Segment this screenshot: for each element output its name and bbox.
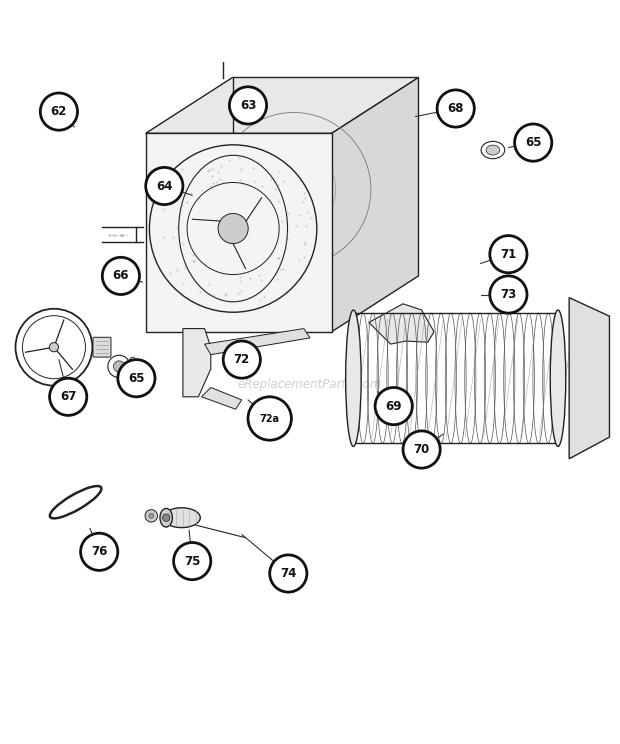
Circle shape bbox=[118, 359, 155, 397]
Text: 70: 70 bbox=[414, 443, 430, 456]
Circle shape bbox=[403, 431, 440, 468]
Circle shape bbox=[174, 542, 211, 580]
Ellipse shape bbox=[551, 310, 565, 446]
Text: 63: 63 bbox=[240, 99, 256, 112]
Circle shape bbox=[50, 378, 87, 415]
Circle shape bbox=[375, 388, 412, 425]
Ellipse shape bbox=[163, 507, 200, 527]
Circle shape bbox=[113, 361, 125, 372]
Ellipse shape bbox=[486, 145, 500, 155]
Circle shape bbox=[81, 533, 118, 571]
Ellipse shape bbox=[160, 508, 172, 527]
Text: 67: 67 bbox=[60, 391, 76, 403]
Text: 75: 75 bbox=[184, 554, 200, 568]
Polygon shape bbox=[146, 77, 418, 133]
Circle shape bbox=[149, 513, 154, 519]
Text: 72: 72 bbox=[234, 353, 250, 366]
Polygon shape bbox=[205, 329, 310, 355]
Text: eReplacementParts.com: eReplacementParts.com bbox=[238, 378, 382, 391]
Text: 66: 66 bbox=[113, 269, 129, 283]
Circle shape bbox=[223, 341, 260, 378]
Text: 76: 76 bbox=[91, 545, 107, 558]
Circle shape bbox=[218, 214, 248, 243]
Text: 71: 71 bbox=[500, 248, 516, 260]
Polygon shape bbox=[146, 133, 332, 332]
Circle shape bbox=[108, 355, 130, 378]
Text: 74: 74 bbox=[280, 567, 296, 580]
Circle shape bbox=[50, 342, 58, 352]
Polygon shape bbox=[183, 329, 211, 397]
Circle shape bbox=[437, 90, 474, 127]
Text: 68: 68 bbox=[448, 102, 464, 115]
Text: 73: 73 bbox=[500, 288, 516, 301]
Circle shape bbox=[162, 514, 170, 522]
Text: 69: 69 bbox=[386, 400, 402, 413]
Circle shape bbox=[490, 236, 527, 273]
Circle shape bbox=[40, 93, 78, 130]
Circle shape bbox=[146, 167, 183, 205]
Circle shape bbox=[145, 510, 157, 522]
Text: 65: 65 bbox=[525, 136, 541, 149]
Circle shape bbox=[270, 555, 307, 592]
Circle shape bbox=[248, 397, 291, 440]
Text: 72a: 72a bbox=[260, 414, 280, 423]
Polygon shape bbox=[332, 77, 419, 332]
Polygon shape bbox=[569, 298, 609, 459]
Circle shape bbox=[281, 177, 306, 202]
Circle shape bbox=[16, 309, 92, 385]
Text: 64: 64 bbox=[156, 179, 172, 193]
FancyBboxPatch shape bbox=[93, 337, 111, 357]
Circle shape bbox=[515, 124, 552, 161]
Ellipse shape bbox=[481, 141, 505, 158]
Ellipse shape bbox=[128, 357, 137, 376]
Text: 62: 62 bbox=[51, 105, 67, 118]
Polygon shape bbox=[202, 388, 242, 409]
Polygon shape bbox=[369, 304, 434, 344]
Circle shape bbox=[490, 276, 527, 313]
Circle shape bbox=[229, 87, 267, 124]
Ellipse shape bbox=[346, 310, 361, 446]
Text: 65: 65 bbox=[128, 372, 144, 385]
Circle shape bbox=[102, 257, 140, 295]
